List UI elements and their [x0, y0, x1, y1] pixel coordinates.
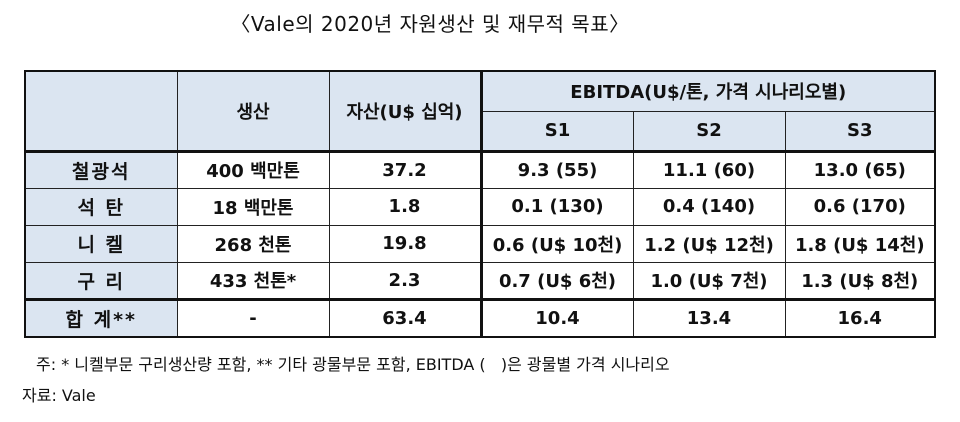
header-assets: 자산(U$ 십억) [328, 70, 482, 152]
table-row: 철광석 400 백만톤 37.2 9.3 (55) 11.1 (60) 13.0… [24, 149, 936, 189]
targets-table: 생산 자산(U$ 십억) EBITDA(U$/톤, 가격 시나리오별) S1 S… [24, 70, 936, 338]
cell-s2: 1.2 (U$ 12천) [632, 224, 786, 263]
row-label: 합 계** [24, 298, 178, 338]
cell-s1: 0.6 (U$ 10천) [479, 224, 634, 263]
cell-s3: 1.8 (U$ 14천) [784, 224, 936, 263]
cell-s3: 16.4 [784, 298, 936, 338]
cell-s3: 0.6 (170) [784, 187, 936, 226]
cell-s1: 10.4 [479, 298, 634, 338]
cell-assets: 63.4 [328, 298, 482, 338]
cell-s1: 0.7 (U$ 6천) [479, 261, 634, 301]
cell-s2: 11.1 (60) [632, 149, 786, 189]
cell-production: 400 백만톤 [176, 149, 330, 189]
cell-s1: 0.1 (130) [479, 187, 634, 226]
table-row: 니 켈 268 천톤 19.8 0.6 (U$ 10천) 1.2 (U$ 12천… [24, 224, 936, 263]
table-row: 석 탄 18 백만톤 1.8 0.1 (130) 0.4 (140) 0.6 (… [24, 187, 936, 226]
cell-assets: 19.8 [328, 224, 482, 263]
header-production: 생산 [176, 70, 330, 152]
header-s1: S1 [479, 110, 634, 152]
document-title: 〈Vale의 2020년 자원생산 및 재무적 목표〉 [230, 12, 630, 36]
cell-s3: 1.3 (U$ 8천) [784, 261, 936, 301]
row-label: 구 리 [24, 261, 178, 301]
cell-production: 18 백만톤 [176, 187, 330, 226]
cell-production: - [176, 298, 330, 338]
header-s2: S2 [632, 110, 786, 152]
header-ebitda: EBITDA(U$/톤, 가격 시나리오별) [479, 70, 936, 112]
cell-production: 433 천톤* [176, 261, 330, 301]
header-s3: S3 [784, 110, 936, 152]
row-label: 니 켈 [24, 224, 178, 263]
total-row: 합 계** - 63.4 10.4 13.4 16.4 [24, 298, 936, 338]
row-label: 석 탄 [24, 187, 178, 226]
corner-cell [24, 70, 178, 152]
cell-s2: 1.0 (U$ 7천) [632, 261, 786, 301]
cell-s3: 13.0 (65) [784, 149, 936, 189]
row-label: 철광석 [24, 149, 178, 189]
cell-assets: 2.3 [328, 261, 482, 301]
cell-s2: 13.4 [632, 298, 786, 338]
footnote: 주: * 니켈부문 구리생산량 포함, ** 기타 광물부문 포함, EBITD… [36, 355, 670, 374]
cell-s1: 9.3 (55) [479, 149, 634, 189]
table-row: 구 리 433 천톤* 2.3 0.7 (U$ 6천) 1.0 (U$ 7천) … [24, 261, 936, 301]
source-line: 자료: Vale [22, 386, 96, 405]
cell-s2: 0.4 (140) [632, 187, 786, 226]
cell-production: 268 천톤 [176, 224, 330, 263]
cell-assets: 37.2 [328, 149, 482, 189]
cell-assets: 1.8 [328, 187, 482, 226]
